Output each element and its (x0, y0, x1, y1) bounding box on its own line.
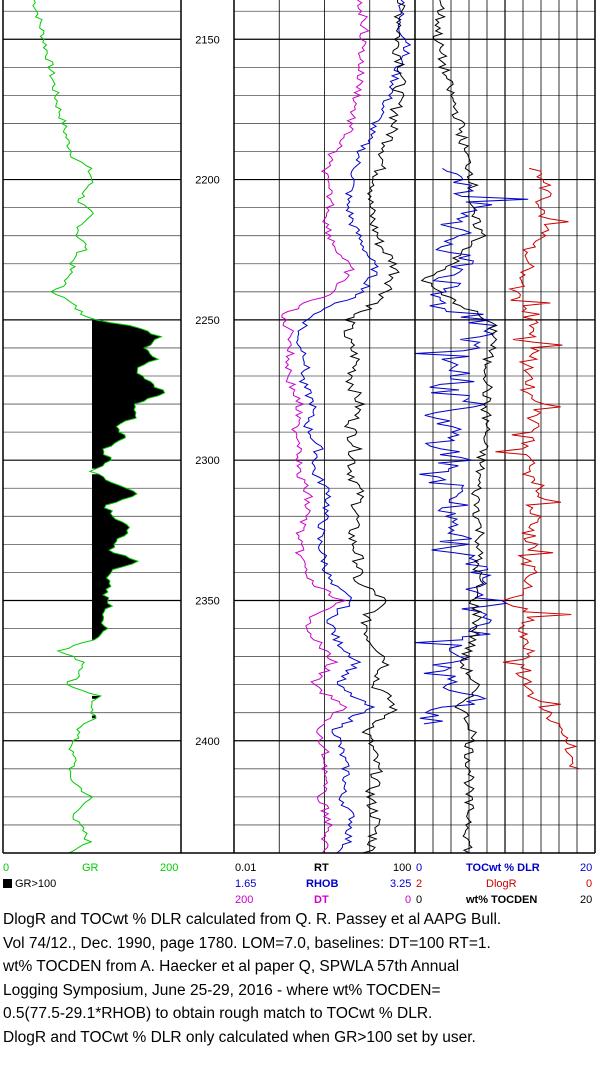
gr-fill-area (92, 474, 138, 640)
gr-scale-max: 200 (160, 862, 179, 874)
rhob-scale-max: 3.25 (390, 878, 412, 890)
depth-labels: 2150 2200 2250 2300 2350 2400 (195, 34, 219, 747)
dt-scale-max: 0 (405, 894, 412, 906)
depth-tick-label: 2150 (195, 34, 219, 46)
tocden-curve (420, 0, 498, 854)
caption-line: Logging Symposium, June 25-29, 2016 - wh… (3, 981, 441, 999)
rt-curve-label: RT (314, 862, 329, 874)
gr-fill-area (92, 319, 165, 469)
depth-tick-label: 2350 (195, 595, 219, 607)
figure-caption: DlogR and TOCwt % DLR calculated from Q.… (3, 908, 595, 1050)
dlogr-curve (495, 167, 580, 770)
caption-line: DlogR and TOCwt % DLR only calculated wh… (3, 1028, 476, 1046)
well-log-chart: 2150 2200 2250 2300 2350 2400 (2, 0, 596, 854)
gr-fill-layer (92, 319, 165, 719)
gr-curve (32, 0, 166, 854)
dt-curve-label: DT (314, 894, 329, 906)
tocden-scale-min: 0 (416, 894, 423, 906)
rt-scale-min: 0.01 (235, 862, 257, 874)
toc-dlr-scale-min: 0 (416, 862, 423, 874)
caption-line: Vol 74/12., Dec. 1990, page 1780. LOM=7.… (3, 934, 491, 952)
grid-layer (3, 0, 595, 854)
gr-fill-area (92, 695, 101, 699)
dlogr-scale-max: 0 (586, 878, 593, 890)
gr-fill-legend: GR>100 (15, 878, 57, 890)
frame-layer (2, 0, 596, 854)
gr-curve-label: GR (82, 862, 99, 874)
gr-fill-swatch (3, 879, 12, 888)
tocden-curve-label: wt% TOCDEN (466, 894, 538, 906)
tocden-scale-max: 20 (580, 894, 593, 906)
rhob-curve (296, 0, 412, 854)
dlogr-scale-min: 2 (416, 878, 423, 890)
gr-scale-min: 0 (3, 862, 10, 874)
dt-curve (281, 0, 370, 854)
dt-scale-min: 200 (235, 894, 254, 906)
gr-fill-area (92, 715, 96, 719)
rt-curve (343, 0, 407, 854)
dlogr-curve-label: DlogR (486, 878, 517, 890)
toc-dlr-curve-label: TOCwt % DLR (466, 862, 540, 874)
rt-scale-max: 100 (393, 862, 412, 874)
depth-tick-label: 2250 (195, 315, 219, 327)
caption-line: wt% TOCDEN from A. Haecker et al paper Q… (3, 958, 460, 976)
toc-dlr-curve (414, 167, 529, 725)
depth-tick-label: 2400 (195, 736, 219, 748)
curve-layer (32, 0, 580, 854)
depth-tick-label: 2200 (195, 175, 219, 187)
caption-line: 0.5(77.5-29.1*RHOB) to obtain rough matc… (3, 1005, 433, 1023)
caption-line: DlogR and TOCwt % DLR calculated from Q.… (3, 911, 502, 928)
rhob-scale-min: 1.65 (235, 878, 257, 890)
rhob-curve-label: RHOB (306, 878, 339, 890)
toc-dlr-scale-max: 20 (580, 862, 593, 874)
depth-tick-label: 2300 (195, 455, 219, 467)
